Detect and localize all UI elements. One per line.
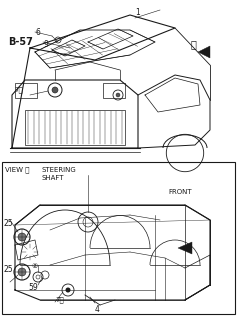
Bar [15,83,37,98]
Polygon shape [198,46,210,58]
Text: 25: 25 [4,219,14,228]
Circle shape [116,93,120,97]
Polygon shape [178,242,192,254]
Text: STEERING: STEERING [42,167,77,173]
Text: SHAFT: SHAFT [42,175,65,181]
Text: B-57: B-57 [8,37,33,47]
Text: 4: 4 [95,306,100,315]
Text: 6: 6 [35,28,40,36]
Circle shape [52,87,58,93]
Circle shape [18,233,26,241]
Bar [25,110,125,145]
Bar [2,162,235,314]
Text: 25: 25 [4,266,14,275]
Text: 59: 59 [28,284,38,292]
Bar [103,83,125,98]
Text: 7Ⓐ: 7Ⓐ [55,297,64,303]
Circle shape [66,287,71,292]
Text: ②: ② [32,263,38,269]
Text: 1: 1 [135,7,140,17]
Text: VIEW Ⓐ: VIEW Ⓐ [5,167,30,173]
Circle shape [18,268,26,276]
Text: 9: 9 [43,39,48,49]
Text: Ⓐ: Ⓐ [190,39,196,49]
Text: 7Ⓑ: 7Ⓑ [14,87,23,93]
Text: FRONT: FRONT [168,189,192,195]
